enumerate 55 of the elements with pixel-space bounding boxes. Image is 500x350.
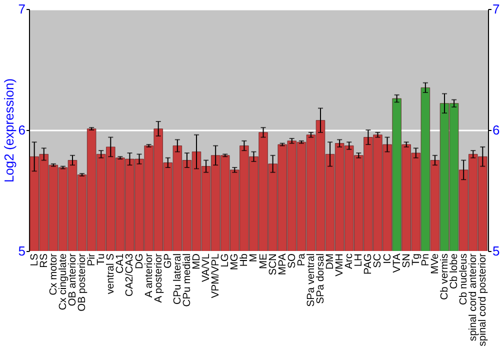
y-tick-label: 6 <box>18 122 26 138</box>
x-tick-label: Cb lobe <box>449 253 460 289</box>
x-tick-label: ME <box>258 253 270 269</box>
x-tick-label: A anterior <box>144 252 155 298</box>
x-tick-label: Cx motor <box>48 252 60 296</box>
x-tick-label: MVe <box>430 253 441 274</box>
x-tick-label: spinal cord anterior <box>468 252 480 342</box>
x-tick-label: Hb <box>239 253 250 267</box>
x-tick-label: SO <box>286 254 298 268</box>
x-tick-label: IC <box>382 252 394 264</box>
x-tick-label: LS <box>29 253 40 266</box>
x-tick-label: SPa ventral <box>306 254 317 307</box>
x-tick-label: RS <box>38 253 50 268</box>
x-tick-label: DG <box>134 254 146 269</box>
x-tick-label: LH <box>354 254 365 267</box>
y2-tick-label: 5 <box>492 244 500 258</box>
x-tick-label: Arc <box>344 254 356 269</box>
x-tick-label: SN <box>401 254 412 268</box>
x-tick-label: DM <box>325 254 336 270</box>
x-tick-label: Cb nucleus <box>458 254 470 306</box>
x-tick-label: Tg <box>410 253 422 266</box>
x-tick-label: MD <box>192 254 202 270</box>
x-tick-label: VTA <box>392 253 403 273</box>
x-tick-label: CPu lateral <box>172 254 184 304</box>
x-tick-label: SCN <box>268 254 279 276</box>
x-tick-label: LG <box>220 254 232 268</box>
x-tick-label: GP <box>162 253 174 268</box>
x-tick-label: ventral S <box>106 253 117 294</box>
x-tick-label: VPM/VPL <box>210 253 222 298</box>
x-tick-label: CA2/CA3 <box>124 253 136 296</box>
y-tick-label: 5 <box>18 244 26 258</box>
x-tick-label: Tu <box>96 253 108 266</box>
x-tick-label: VMH <box>334 254 346 276</box>
x-tick-label: VA/VL <box>201 253 212 282</box>
x-tick-label: M <box>248 254 260 262</box>
x-tick-label: Cx cingulate <box>58 253 69 310</box>
y2-tick-label: 6 <box>492 122 500 138</box>
x-tick-label: SPa dorsal <box>316 254 326 304</box>
y2-tick-label: 7 <box>492 2 500 16</box>
x-tick-label: CPu medial <box>182 254 193 307</box>
x-tick-label: Cb vermis <box>440 254 451 300</box>
x-tick-label: OB posterior <box>77 252 88 312</box>
x-tick-label: spinal cord posterior <box>478 252 489 346</box>
x-tick-label: Pir <box>86 252 98 266</box>
x-tick-label: Pa <box>296 253 308 266</box>
x-tick-label: Pn <box>420 253 432 266</box>
x-tick-label: PAG <box>363 254 374 274</box>
x-tick-label: A posterior <box>153 252 164 303</box>
y-tick-label: 7 <box>18 2 26 16</box>
x-tick-label: MPA <box>277 253 288 276</box>
x-tick-label: OB anterior <box>67 252 78 306</box>
x-tick-label: CA1 <box>115 253 126 274</box>
x-tick-label: MG <box>230 254 241 270</box>
x-tick-label: SC <box>372 252 384 268</box>
y-axis-title: Log2 (expression) <box>1 78 16 183</box>
